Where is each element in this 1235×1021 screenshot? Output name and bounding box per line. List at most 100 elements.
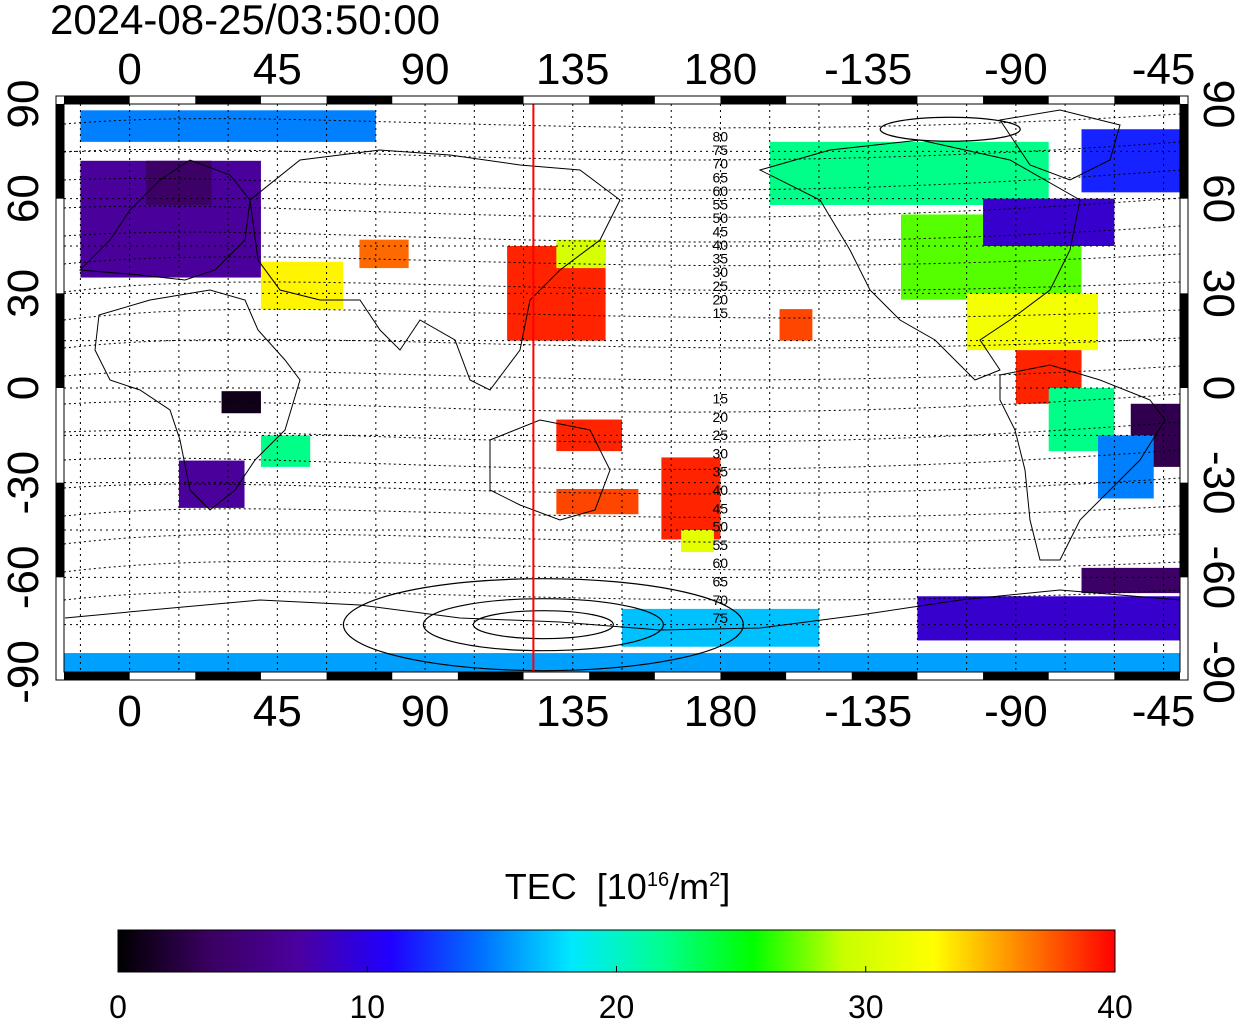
colorbar-tick-label: 40 [1097,989,1133,1021]
lat-tick-left: 60 [0,174,48,223]
lat-tick-right: 90 [1194,80,1235,129]
tec-region-australia-south [556,488,639,515]
colorbar-title: TEC [1016/m2] [504,866,731,907]
lon-tick-bottom: -135 [824,687,912,736]
lat-tick-left: 90 [0,80,48,129]
lon-tick-bottom: -45 [1132,687,1196,736]
frame-bar [983,672,1049,680]
colorbar-gradient [117,929,1116,973]
coastline-africa [94,289,301,511]
colorbar-tick-label: 30 [848,989,884,1021]
lon-tick-bottom: 45 [253,687,302,736]
frame-bar [56,482,64,578]
lon-tick-top: 135 [536,45,609,94]
frame-bar [457,96,524,104]
contour-label: 80 [712,129,728,145]
frame-bar [1180,293,1188,388]
tec-region-hawaii [779,309,813,341]
frame-bar [983,96,1049,104]
lon-tick-top: -135 [824,45,912,94]
lon-tick-bottom: 180 [684,687,757,736]
frame-bar [720,96,787,104]
coastline-layer [64,109,1181,631]
frame-bar [1180,482,1188,578]
colorbar-tick-label: 0 [109,989,127,1021]
lat-tick-left: -60 [0,546,48,610]
frame-bar [720,672,787,680]
tec-region-north-america-north [769,141,1049,205]
colorbar-tick-label: 20 [599,989,635,1021]
contour-label: 65 [712,573,728,589]
contour-label: 75 [712,142,728,158]
tec-region-canada-east [983,198,1115,246]
frame-bar [851,96,918,104]
coastline-greenland [999,109,1121,181]
frame-bar [851,672,918,680]
tec-region-australia-north [556,419,622,452]
lon-tick-bottom: -90 [984,687,1048,736]
contour-label: 70 [712,156,728,172]
contour-label: 60 [712,183,728,199]
coastline-antarctica [64,589,1181,631]
colorbar: 0 10 20 30 40 [109,929,1133,1021]
tec-region-nz-south-tip [681,530,714,553]
contour-label: 50 [712,210,728,226]
lon-tick-top: 45 [253,45,302,94]
tec-region-africa-east [221,391,261,414]
tec-region-gulf [966,293,1098,351]
lon-tick-top: -90 [984,45,1048,94]
axis-ticks: 0045459090135135180180-135-135-90-90-45-… [0,45,1235,736]
coastline-south-america [999,364,1166,561]
lat-tick-right: 0 [1194,376,1235,400]
lat-tick-left: 0 [0,376,48,400]
frame-bar [326,672,393,680]
contour-label: 50 [712,519,728,535]
coastline-europe [78,159,251,281]
lat-tick-left: -90 [0,640,48,704]
contour-label: 70 [712,592,728,608]
contour-label: 15 [712,305,728,321]
lat-tick-right: -30 [1194,451,1235,515]
frame-bar [589,96,655,104]
frame-bar [195,672,261,680]
frame-bar [457,672,524,680]
tec-region-arctic-cap [80,110,376,142]
tec-region-africa-southeast [260,435,311,467]
lat-tick-right: -90 [1194,640,1235,704]
graticule [64,104,1180,672]
tec-region-central-asia [359,239,409,269]
frame-bar [1114,672,1180,680]
frame-bar [56,293,64,388]
south-magnetic-pole-contour [422,598,664,652]
tec-region-greenland [1081,129,1180,193]
frame-bar [1114,96,1180,104]
lon-tick-top: 180 [684,45,757,94]
contour-label: 75 [712,610,728,626]
tec-region-south-america-mid [1097,435,1154,499]
frame-bar [195,96,261,104]
lon-tick-top: 0 [117,45,141,94]
lat-tick-left: 30 [0,269,48,318]
contour-label: 60 [712,555,728,571]
contour-label: 20 [712,291,728,307]
lon-tick-bottom: 90 [401,687,450,736]
map-frame [55,95,1189,681]
frame-bar [1180,104,1188,199]
contour-label: 55 [712,537,728,553]
frame-bar [326,96,393,104]
coastline-australia [489,419,611,521]
tec-region-antarctica-west [917,596,1180,641]
lat-tick-right: -60 [1194,546,1235,610]
lon-tick-bottom: 135 [536,687,609,736]
contour-label: 45 [712,500,728,516]
lon-tick-top: 90 [401,45,450,94]
north-magnetic-pole-contour [879,116,1021,142]
contour-label: 35 [712,251,728,267]
frame-bar [64,672,130,680]
tec-region-middle-east [260,261,343,310]
colorbar-tick-label: 10 [349,989,385,1021]
coastline-asia [249,149,621,391]
contour-label: 40 [712,237,728,253]
lat-tick-right: 60 [1194,174,1235,223]
